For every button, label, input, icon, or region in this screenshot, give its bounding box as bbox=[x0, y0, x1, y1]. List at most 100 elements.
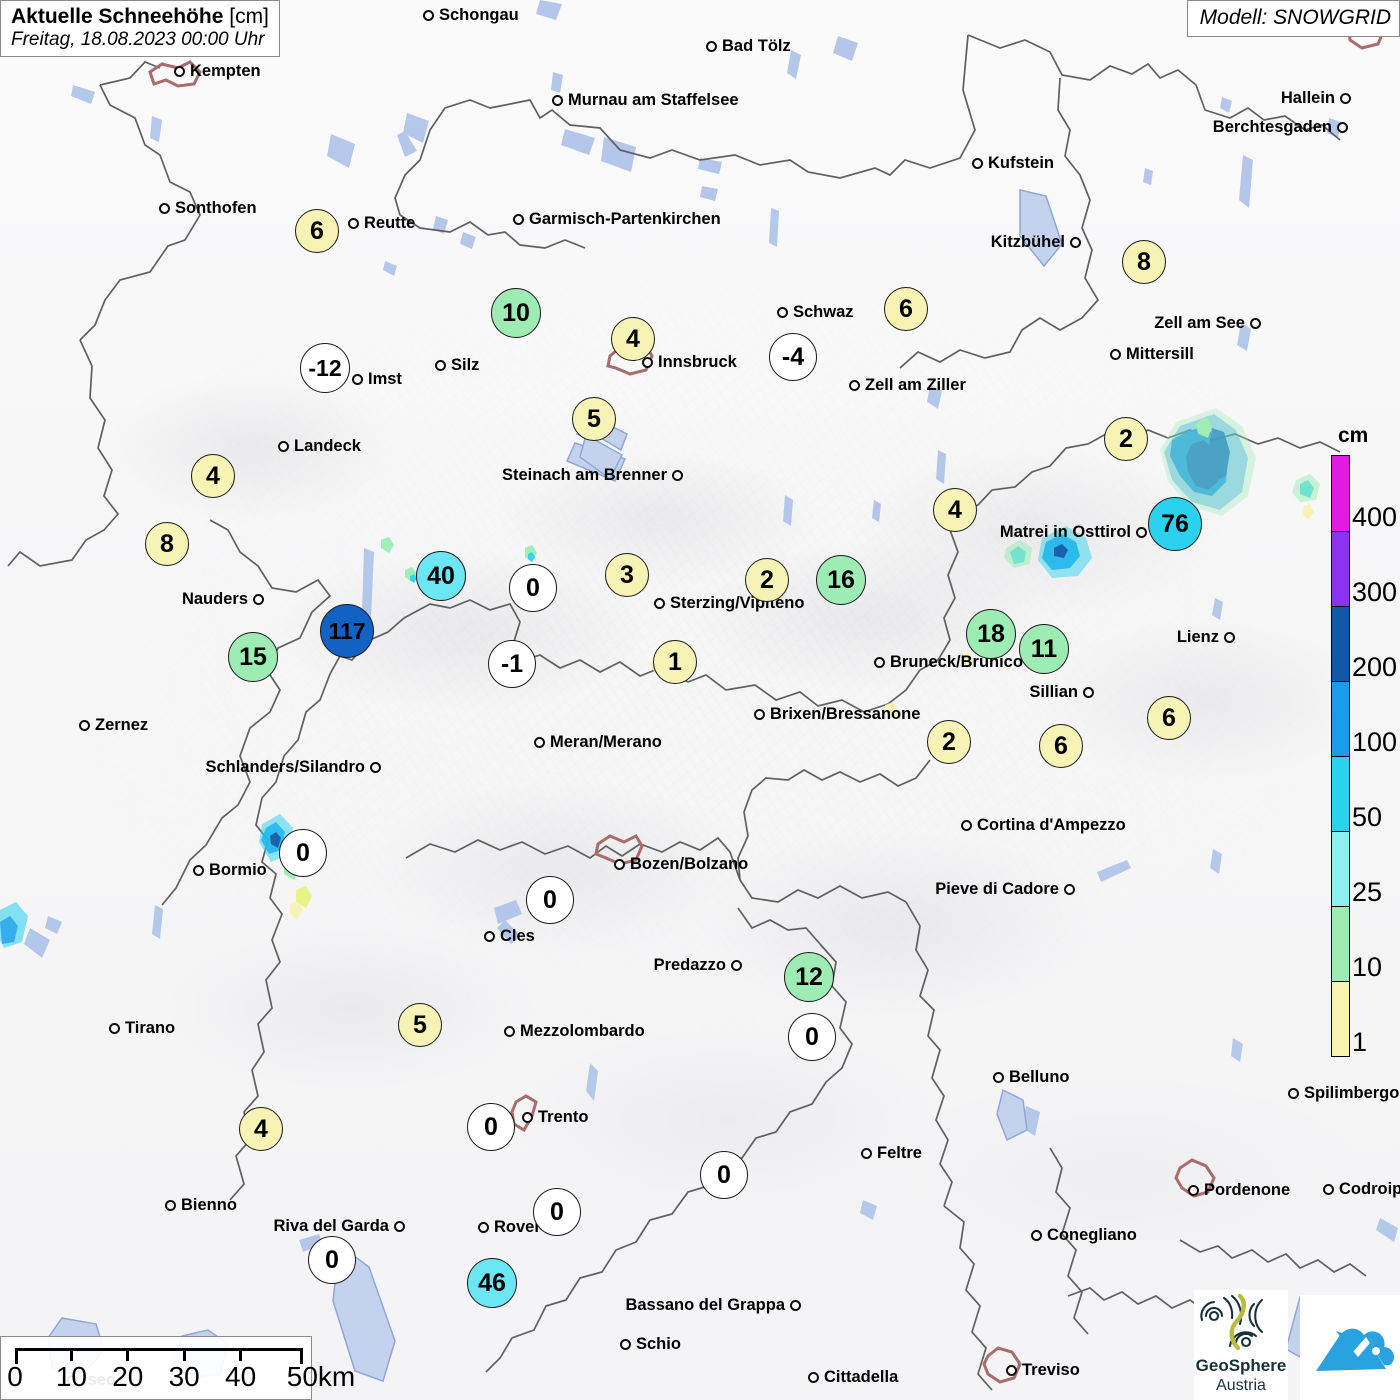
city-marker-dot bbox=[1083, 686, 1094, 698]
city-label: Bienno bbox=[165, 1197, 237, 1214]
city-marker-dot bbox=[972, 157, 983, 169]
city-marker-dot bbox=[706, 40, 717, 52]
station-snow-depth-marker[interactable]: -12 bbox=[300, 343, 350, 393]
city-marker-dot bbox=[777, 306, 788, 318]
station-snow-depth-marker[interactable]: 3 bbox=[605, 553, 649, 597]
city-name: Predazzo bbox=[653, 956, 726, 974]
station-snow-depth-marker[interactable]: 0 bbox=[467, 1103, 515, 1151]
station-snow-depth-marker[interactable]: 11 bbox=[1019, 624, 1069, 674]
city-name: Spilimbergo bbox=[1304, 1084, 1400, 1102]
station-snow-depth-marker[interactable]: 4 bbox=[239, 1107, 283, 1151]
city-name: Nauders bbox=[181, 590, 248, 608]
city-name: Schongau bbox=[439, 6, 519, 24]
city-label: Riva del Garda bbox=[273, 1218, 405, 1235]
station-snow-depth-marker[interactable]: 8 bbox=[1122, 240, 1166, 284]
station-snow-depth-marker[interactable]: 16 bbox=[816, 555, 866, 605]
station-snow-depth-marker[interactable]: 5 bbox=[398, 1003, 442, 1047]
station-snow-depth-marker[interactable]: 15 bbox=[228, 632, 278, 682]
colorbar-tick-label: 50 bbox=[1352, 802, 1383, 832]
city-name: Meran/Merano bbox=[550, 733, 662, 751]
colorbar-band bbox=[1332, 606, 1349, 681]
station-snow-depth-marker[interactable]: 4 bbox=[191, 454, 235, 498]
city-label: Imst bbox=[352, 371, 402, 388]
city-label: Schwaz bbox=[777, 304, 854, 321]
colorbar-band bbox=[1332, 906, 1349, 981]
city-label: Brixen/Bressanone bbox=[754, 706, 920, 723]
colorbar-band bbox=[1332, 681, 1349, 756]
city-marker-dot bbox=[874, 656, 885, 668]
station-snow-depth-marker[interactable]: 10 bbox=[491, 288, 541, 338]
station-snow-depth-marker[interactable]: 46 bbox=[467, 1258, 517, 1308]
station-snow-depth-marker[interactable]: -1 bbox=[488, 640, 536, 688]
city-label: Sterzing/Vipiteno bbox=[654, 595, 804, 612]
station-snow-depth-marker[interactable]: 0 bbox=[533, 1188, 581, 1236]
station-snow-depth-marker[interactable]: 0 bbox=[509, 564, 557, 612]
colorbar-band bbox=[1332, 981, 1349, 1056]
model-label-box: Modell: SNOWGRID bbox=[1186, 0, 1400, 37]
colorbar-tick-label: 10 bbox=[1352, 952, 1383, 982]
station-snow-depth-marker[interactable]: 6 bbox=[295, 209, 339, 253]
city-label: Sillian bbox=[1029, 684, 1094, 701]
city-marker-dot bbox=[731, 959, 742, 971]
station-snow-depth-marker[interactable]: 4 bbox=[611, 317, 655, 361]
city-name: Bassano del Grappa bbox=[625, 1296, 785, 1314]
city-name: Sterzing/Vipiteno bbox=[670, 594, 805, 612]
city-marker-dot bbox=[1340, 92, 1351, 104]
scale-bar-label: 40 bbox=[225, 1361, 257, 1392]
city-marker-dot bbox=[614, 858, 625, 870]
city-name: Zell am Ziller bbox=[865, 376, 966, 394]
scale-bar-rule bbox=[15, 1348, 303, 1364]
station-snow-depth-marker[interactable]: 0 bbox=[526, 876, 574, 924]
city-name: Mittersill bbox=[1126, 345, 1194, 363]
city-label: Matrei in Osttirol bbox=[1000, 524, 1147, 541]
city-label: Meran/Merano bbox=[534, 734, 662, 751]
colorbar-band bbox=[1332, 531, 1349, 606]
city-label: Schlanders/Silandro bbox=[205, 759, 381, 776]
city-label: Cortina d'Ampezzo bbox=[961, 817, 1126, 834]
station-snow-depth-marker[interactable]: 76 bbox=[1148, 497, 1202, 551]
city-label: Cles bbox=[484, 928, 535, 945]
station-snow-depth-marker[interactable]: 117 bbox=[320, 604, 374, 658]
station-snow-depth-marker[interactable]: -4 bbox=[769, 333, 817, 381]
station-snow-depth-marker[interactable]: 6 bbox=[884, 287, 928, 331]
station-snow-depth-marker[interactable]: 5 bbox=[572, 397, 616, 441]
station-snow-depth-marker[interactable]: 2 bbox=[745, 558, 789, 602]
city-name: Trento bbox=[538, 1108, 589, 1126]
station-snow-depth-marker[interactable]: 40 bbox=[416, 551, 466, 601]
geosphere-austria-logo: GeoSphere Austria bbox=[1194, 1290, 1288, 1400]
colorbar-tick-label: 400 bbox=[1352, 502, 1398, 532]
station-snow-depth-marker[interactable]: 0 bbox=[788, 1013, 836, 1061]
city-label: Mittersill bbox=[1110, 346, 1194, 363]
city-label: Belluno bbox=[993, 1069, 1070, 1086]
city-name: Lienz bbox=[1176, 628, 1219, 646]
station-snow-depth-marker[interactable]: 6 bbox=[1147, 696, 1191, 740]
city-label: Mezzolombardo bbox=[504, 1023, 645, 1040]
station-snow-depth-marker[interactable]: 4 bbox=[933, 488, 977, 532]
station-snow-depth-marker[interactable]: 0 bbox=[279, 829, 327, 877]
geosphere-logo-line2: Austria bbox=[1216, 1377, 1266, 1394]
station-snow-depth-marker[interactable]: 1 bbox=[653, 640, 697, 684]
station-snow-depth-marker[interactable]: 0 bbox=[700, 1151, 748, 1199]
map-title-box: Aktuelle Schneehöhe [cm] Freitag, 18.08.… bbox=[0, 0, 280, 58]
station-snow-depth-marker[interactable]: 2 bbox=[1104, 417, 1148, 461]
city-label: Treviso bbox=[1006, 1362, 1080, 1379]
city-marker-dot bbox=[513, 213, 524, 225]
station-snow-depth-marker[interactable]: 18 bbox=[966, 609, 1016, 659]
city-marker-dot bbox=[1031, 1229, 1042, 1241]
station-snow-depth-marker[interactable]: 2 bbox=[927, 720, 971, 764]
model-label: Modell: SNOWGRID bbox=[1199, 6, 1391, 29]
scale-bar: 0 10 20 30 40 50km bbox=[0, 1336, 355, 1400]
station-snow-depth-marker[interactable]: 8 bbox=[145, 522, 189, 566]
scale-bar-tick bbox=[69, 1348, 73, 1361]
colorbar-tick-label: 200 bbox=[1352, 652, 1398, 682]
city-name: Murnau am Staffelsee bbox=[568, 91, 739, 109]
city-marker-dot bbox=[253, 593, 264, 605]
station-snow-depth-marker[interactable]: 0 bbox=[308, 1236, 356, 1284]
city-marker-dot bbox=[165, 1199, 176, 1211]
station-snow-depth-marker[interactable]: 12 bbox=[784, 952, 834, 1002]
city-marker-dot bbox=[352, 373, 363, 385]
colorbar-tick-label: 25 bbox=[1352, 877, 1383, 907]
snowgrid-logo bbox=[1300, 1295, 1400, 1400]
station-snow-depth-marker[interactable]: 6 bbox=[1039, 724, 1083, 768]
colorbar-tick-label: 300 bbox=[1352, 577, 1398, 607]
